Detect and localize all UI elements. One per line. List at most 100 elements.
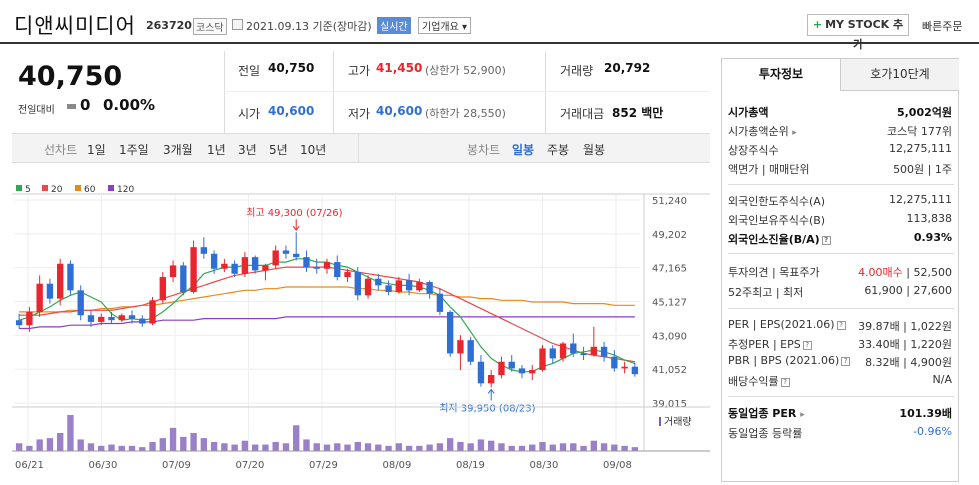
chart-legend: 5 20 60 120 [16,185,134,195]
candle-body [251,257,259,271]
volume-bar [436,443,444,451]
high-arrow-head [292,225,300,232]
tab-orderbook[interactable]: 호가10단계 [841,59,959,91]
volume-bar [26,445,33,451]
volume-label-mark [659,417,661,426]
period-1y[interactable]: 1년 [207,143,226,157]
mystock-add-button[interactable]: + MY STOCK 추가 [807,14,909,51]
price-summary: 40,750 전일대비 0 0.00% [12,51,224,133]
candle-body [436,293,444,312]
legend-label-5: 5 [25,185,31,195]
candle-body [467,340,474,362]
volume-bar [488,440,495,451]
volume-bar [46,438,54,451]
volume-bar [631,447,639,451]
candle-daily[interactable]: 일봉 [512,143,535,157]
foreign-limit-value: 12,275,111 [889,193,952,206]
help-icon[interactable]: ? [802,340,812,350]
candle-body [77,290,84,316]
opinion-label: 투자의견 | 목표주가 [728,266,820,279]
period-5y[interactable]: 5년 [269,143,288,157]
volume-bar [323,444,331,451]
chart-svg: 5 20 60 120 최고 49,300 (07/26) 최저 39,950 (08/… [12,185,710,471]
volume-bar [200,438,208,451]
volume-bar [334,443,341,451]
dividend-label: 배당수익률? [728,373,790,389]
per-eps-label: PER | EPS(2021.06)? [728,318,846,331]
volume-bar [98,445,105,451]
volume-bar [539,442,546,451]
candle-body [354,272,361,296]
prev-close-value: 40,750 [268,61,315,75]
low-label: 저가 [348,107,371,121]
help-icon[interactable]: ? [836,320,846,330]
candle-weekly[interactable]: 주봉 [547,143,570,157]
volume-bar [570,443,577,451]
line-chart-title: 선차트 [44,143,78,157]
opinion-value: 4.00매수 [858,266,903,279]
volume-bar [210,442,218,451]
amount-label: 거래대금 [560,107,605,121]
week52-label: 52주최고 | 최저 [728,286,804,299]
volume-bar [375,444,382,451]
volume-bar [282,443,290,451]
fwd-per-text: 추정PER | EPS [728,338,801,351]
realtime-button[interactable]: 실시간 [377,17,411,34]
volume-bar [426,444,433,451]
divider [224,91,710,92]
stock-chart: 5 20 60 120 최고 49,300 (07/26) 최저 39,950 (08/… [12,170,710,482]
candle-body [611,356,618,369]
dividend-value: N/A [932,373,952,386]
volume-bar [231,444,238,451]
change-percent: 0.00% [103,96,156,114]
tab-invest-info[interactable]: 투자정보 [722,59,841,91]
sector-rate-value: -0.96% [913,425,952,438]
shares-label: 상장주식수 [728,144,779,157]
candle-body [416,282,423,291]
volume-bar [190,433,197,451]
quick-order-link[interactable]: 빠른주문 [922,20,963,33]
candle-body [344,272,351,278]
period-1d[interactable]: 1일 [87,143,106,157]
market-cap-label: 시가총액 [728,106,769,119]
mystock-label: MY STOCK 추가 [825,18,904,51]
period-3m[interactable]: 3개월 [163,143,193,157]
sector-rate-label: 동일업종 등락률 [728,427,803,440]
high-value: 41,450 [376,61,423,75]
candle-body [488,375,495,384]
foreign-limit-label: 외국인한도주식수(A) [728,195,826,208]
shares-value: 12,275,111 [889,142,952,155]
cap-rank-label[interactable]: 시가총액순위 ▸ [728,123,797,139]
calendar-icon [232,19,243,30]
upper-limit: (상한가 52,900) [425,64,506,77]
period-10y[interactable]: 10년 [300,143,327,157]
foreign-hold-label: 외국인보유주식수(B) [728,214,826,227]
sector-per-label[interactable]: 동일업종 PER ▸ [728,405,805,421]
volume-bar [446,438,454,451]
volume-bar [416,445,423,451]
period-1w[interactable]: 1주일 [119,143,149,157]
candle-monthly[interactable]: 월봉 [583,143,606,157]
divider [333,51,334,133]
cap-rank-value: 코스닥 177위 [887,125,952,138]
help-icon[interactable]: ? [821,235,831,245]
legend-label-120: 120 [117,185,134,195]
candle-body [190,247,197,292]
candle-body [539,348,546,371]
volume-bar [498,443,505,451]
flat-icon [67,104,76,109]
period-3y[interactable]: 3년 [238,143,257,157]
company-info-dropdown[interactable]: 기업개요 ▾ [418,17,471,34]
volume-bar [180,436,187,451]
help-icon[interactable]: ? [780,377,790,387]
volume-bar [354,442,361,451]
volume-bar [241,440,249,451]
target-value: | 52,500 [906,266,952,279]
per-eps-value: 39.87배 | 1,022원 [858,320,952,333]
ma-line-ma120 [19,316,635,330]
volume-bar [108,444,115,451]
help-icon[interactable]: ? [841,356,851,366]
candle-body [529,370,536,374]
info-panel: 투자정보 호가10단계 시가총액 5,002억원 시가총액순위 ▸ 코스닥 17… [721,58,959,482]
candle-body [446,311,454,354]
